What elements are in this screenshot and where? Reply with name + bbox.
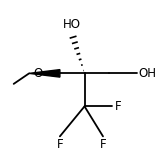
Text: HO: HO <box>63 18 81 31</box>
Text: F: F <box>57 138 63 151</box>
Text: OH: OH <box>138 67 156 80</box>
Text: O: O <box>34 67 43 80</box>
Text: F: F <box>115 100 122 113</box>
Text: F: F <box>100 138 106 151</box>
Polygon shape <box>29 70 60 77</box>
